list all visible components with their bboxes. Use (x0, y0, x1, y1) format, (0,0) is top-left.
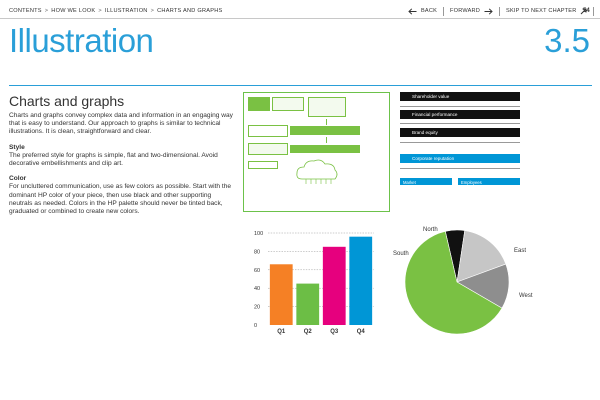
cloud-icon (296, 159, 338, 184)
flow-box (290, 145, 360, 153)
arrow-right-icon (484, 7, 493, 15)
breadcrumb-separator: > (150, 8, 155, 14)
flow-box (248, 97, 270, 111)
org-bar-reputation: Corporate reputation (400, 154, 520, 163)
flow-connector (326, 137, 327, 143)
bar-q2 (296, 283, 320, 325)
y-tick-label: 40 (254, 286, 260, 292)
bar-chart: 0 20 40 60 80 100 Q1 Q2 Q3 Q4 (254, 231, 374, 335)
x-tick-label: Q2 (304, 329, 313, 335)
intro-paragraph: Charts and graphs convey complex data an… (9, 112, 233, 136)
skip-label: SKIP TO NEXT CHAPTER (506, 8, 577, 14)
breadcrumb-separator: > (98, 8, 102, 14)
flow-box (290, 126, 360, 135)
pie-label-west: West (519, 293, 533, 299)
nav-divider (499, 6, 501, 16)
section-heading: Charts and graphs (9, 93, 125, 109)
bar-q4 (349, 236, 373, 325)
breadcrumb-separator: > (44, 8, 49, 14)
x-tick-label: Q1 (277, 329, 286, 335)
pie-chart: North East West South (393, 227, 533, 335)
org-rule (400, 106, 520, 107)
breadcrumb: CONTENTS > HOW WE LOOK > ILLUSTRATION > CHARTS… (9, 8, 223, 14)
back-button[interactable]: BACK (408, 6, 437, 16)
top-navigation: CONTENTS > HOW WE LOOK > ILLUSTRATION > CHARTS… (0, 0, 600, 24)
x-tick-label: Q3 (330, 329, 339, 335)
y-tick-label: 80 (254, 249, 260, 255)
forward-label: FORWARD (450, 8, 481, 14)
y-tick-label: 60 (254, 268, 260, 274)
org-rule (400, 142, 520, 143)
flow-box (248, 143, 288, 155)
skip-chapter-button[interactable]: SKIP TO NEXT CHAPTER (506, 6, 587, 16)
org-chart-example: Shareholder value Financial performance … (400, 92, 560, 222)
pie-slice-south (404, 230, 503, 335)
breadcrumb-charts-and-graphs[interactable]: CHARTS AND GRAPHS (157, 8, 223, 14)
flow-box (248, 125, 288, 137)
flow-diagram-example (243, 92, 390, 212)
flow-box (272, 97, 304, 111)
breadcrumb-illustration[interactable]: ILLUSTRATION (104, 8, 148, 14)
breadcrumb-contents[interactable]: CONTENTS (9, 8, 42, 14)
page-navigation: BACK FORWARD SKIP TO NEXT CHAPTER (408, 6, 600, 16)
flow-connector (326, 119, 327, 125)
pie-label-south: South (393, 251, 409, 257)
bar-chart-x-ticks: Q1 Q2 Q3 Q4 (277, 329, 365, 335)
org-bar-brand: Brand equity (400, 128, 520, 137)
style-paragraph: The preferred style for graphs is simple… (9, 151, 218, 168)
y-tick-label: 0 (254, 323, 257, 329)
section-number: 3.5 (544, 22, 590, 59)
pie-chart-slices (404, 229, 510, 335)
bar-chart-y-ticks: 0 20 40 60 80 100 (254, 231, 263, 329)
back-label: BACK (421, 8, 438, 14)
bar-q1 (269, 264, 293, 325)
bar-chart-bars (269, 236, 373, 325)
color-block: Color For uncluttered communication, use… (9, 175, 233, 216)
bar-q3 (322, 246, 346, 325)
arrow-up-right-icon (581, 8, 587, 14)
style-block: Style The preferred style for graphs is … (9, 144, 233, 169)
y-tick-label: 100 (254, 231, 263, 237)
org-rule (400, 123, 520, 124)
nav-divider (593, 6, 595, 16)
pie-label-east: East (514, 248, 526, 254)
color-paragraph: For uncluttered communication, use as fe… (9, 183, 232, 216)
page-number: 54 (583, 8, 590, 14)
pie-slice-east (456, 230, 507, 283)
y-tick-label: 20 (254, 305, 260, 311)
breadcrumb-how-we-look[interactable]: HOW WE LOOK (51, 8, 96, 14)
flow-box (308, 97, 346, 117)
org-tag-employees: Employees (458, 178, 520, 185)
org-rule (400, 168, 520, 169)
color-heading: Color (9, 175, 27, 183)
title-divider (9, 85, 592, 86)
header-divider (0, 18, 600, 19)
org-bar-financial: Financial performance (400, 110, 520, 119)
org-bar-shareholder: Shareholder value (400, 92, 520, 101)
style-heading: Style (9, 143, 25, 151)
pie-label-north: North (423, 227, 438, 233)
body-text: Charts and graphs convey complex data an… (9, 112, 233, 223)
arrow-left-icon (408, 7, 417, 15)
org-tag-market: Market (400, 178, 452, 185)
forward-button[interactable]: FORWARD (450, 6, 493, 16)
nav-divider (443, 6, 445, 16)
flow-box (248, 161, 278, 169)
pie-chart-labels: North East West South (393, 227, 533, 299)
x-tick-label: Q4 (357, 329, 366, 335)
page-title: Illustration (9, 22, 154, 59)
